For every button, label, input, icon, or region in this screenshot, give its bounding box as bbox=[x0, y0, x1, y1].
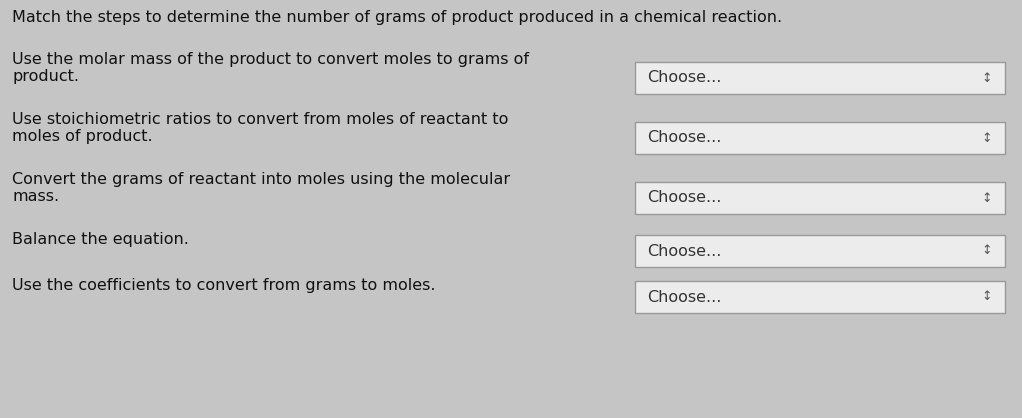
Text: Use stoichiometric ratios to convert from moles of reactant to: Use stoichiometric ratios to convert fro… bbox=[12, 112, 508, 127]
FancyBboxPatch shape bbox=[635, 281, 1005, 313]
Text: Use the molar mass of the product to convert moles to grams of: Use the molar mass of the product to con… bbox=[12, 52, 529, 67]
Text: Choose...: Choose... bbox=[647, 191, 722, 206]
Text: Balance the equation.: Balance the equation. bbox=[12, 232, 189, 247]
Text: ↕: ↕ bbox=[982, 132, 992, 145]
Text: ↕: ↕ bbox=[982, 245, 992, 257]
Text: Use the coefficients to convert from grams to moles.: Use the coefficients to convert from gra… bbox=[12, 278, 435, 293]
FancyBboxPatch shape bbox=[635, 182, 1005, 214]
Text: ↕: ↕ bbox=[982, 71, 992, 84]
Text: product.: product. bbox=[12, 69, 79, 84]
Text: Choose...: Choose... bbox=[647, 290, 722, 304]
FancyBboxPatch shape bbox=[635, 62, 1005, 94]
FancyBboxPatch shape bbox=[635, 235, 1005, 267]
Text: Choose...: Choose... bbox=[647, 71, 722, 86]
Text: ↕: ↕ bbox=[982, 191, 992, 204]
Text: Convert the grams of reactant into moles using the molecular: Convert the grams of reactant into moles… bbox=[12, 172, 510, 187]
Text: mass.: mass. bbox=[12, 189, 59, 204]
Text: Choose...: Choose... bbox=[647, 130, 722, 145]
Text: moles of product.: moles of product. bbox=[12, 129, 152, 144]
Text: Match the steps to determine the number of grams of product produced in a chemic: Match the steps to determine the number … bbox=[12, 10, 782, 25]
Text: Choose...: Choose... bbox=[647, 244, 722, 258]
FancyBboxPatch shape bbox=[635, 122, 1005, 154]
Text: ↕: ↕ bbox=[982, 291, 992, 303]
